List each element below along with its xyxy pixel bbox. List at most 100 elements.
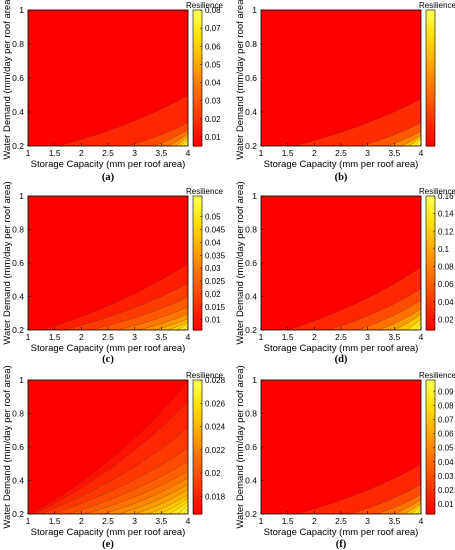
y-tick-label: 1 <box>252 5 257 15</box>
colorbar-tick-label: 0.14 <box>438 210 454 219</box>
colorbar-swatch <box>426 316 435 321</box>
colorbar-swatch <box>193 10 202 14</box>
colorbar-swatch <box>193 61 202 65</box>
colorbar-swatch <box>193 246 202 251</box>
y-tick-label: 0.4 <box>245 292 257 302</box>
colorbar-swatch <box>426 249 435 254</box>
colorbar-swatch <box>193 37 202 42</box>
colorbar-swatch <box>426 403 435 408</box>
colorbar-tick-label: 0.026 <box>205 399 226 408</box>
colorbar-swatch <box>426 196 435 200</box>
colorbar-swatch <box>426 202 435 207</box>
colorbar-swatch <box>426 16 435 21</box>
colorbar-tick-label: 0.1 <box>438 245 450 254</box>
x-tick-label: 1.5 <box>49 516 61 526</box>
colorbar-swatch <box>193 276 202 281</box>
colorbar-swatch <box>426 266 435 271</box>
colorbar-swatch <box>426 236 435 241</box>
colorbar-swatch <box>426 309 435 314</box>
colorbar-swatch <box>426 30 435 35</box>
colorbar-swatch <box>193 16 202 21</box>
colorbar-swatch <box>193 390 202 394</box>
colorbar-swatch <box>193 50 202 55</box>
contour-bands <box>28 196 188 330</box>
colorbar-swatch <box>426 67 435 72</box>
y-tick-label: 1 <box>19 191 24 201</box>
colorbar-swatch <box>193 480 202 485</box>
colorbar-swatch <box>193 249 202 254</box>
x-tick-label: 3 <box>365 516 370 526</box>
colorbar: 0.01 0.015 0.02 0.025 0.03 0.035 0.04 0.045 0.05… <box>186 187 226 331</box>
colorbar-swatch <box>426 507 435 512</box>
colorbar-swatch <box>426 470 435 475</box>
y-tick-label: 0.2 <box>12 325 24 335</box>
colorbar-swatch <box>193 463 202 468</box>
colorbar-swatch <box>193 296 202 301</box>
colorbar-swatch <box>193 386 202 391</box>
colorbar-swatch <box>193 299 202 304</box>
colorbar-swatch <box>193 497 202 502</box>
colorbar-swatch <box>426 380 435 384</box>
colorbar-swatch <box>426 483 435 488</box>
colorbar-tick-label: 0.02 <box>438 315 454 324</box>
colorbar-swatch <box>426 319 435 324</box>
colorbar-swatch <box>193 507 202 512</box>
x-tick-label: 3.5 <box>388 516 400 526</box>
colorbar-swatch <box>193 487 202 492</box>
y-tick-label: 1 <box>19 5 24 15</box>
colorbar-swatch <box>193 403 202 408</box>
colorbar-swatch <box>193 293 202 298</box>
colorbar-swatch <box>426 209 435 214</box>
colorbar-title: Resilience <box>419 187 455 196</box>
contour-bands <box>28 380 188 514</box>
colorbar-swatch <box>193 27 202 31</box>
x-tick-label: 2.5 <box>335 148 347 158</box>
colorbar-swatch <box>193 118 202 123</box>
colorbar-swatch <box>426 296 435 301</box>
colorbar-swatch <box>193 13 202 18</box>
colorbar-swatch <box>193 229 202 234</box>
colorbar-swatch <box>193 269 202 274</box>
x-tick-label: 2.5 <box>102 148 114 158</box>
contour-band <box>57 95 188 146</box>
y-tick-label: 1 <box>19 375 24 385</box>
colorbar-swatch <box>426 447 435 451</box>
colorbar-swatch <box>193 306 202 311</box>
colorbar-swatch <box>426 276 435 281</box>
colorbar-frame <box>425 9 436 147</box>
colorbar-tick-label: 0.01 <box>205 133 221 142</box>
colorbar-tick-label: 0.02 <box>205 115 221 124</box>
x-axis-label: Storage Capacity (mm per roof area) <box>264 527 419 538</box>
colorbar-tick-label: 0.045 <box>205 226 226 235</box>
colorbar-swatch <box>426 44 435 48</box>
colorbar-swatch <box>193 236 202 241</box>
contour-band <box>293 98 421 146</box>
colorbar-swatch <box>426 390 435 394</box>
colorbar-swatch <box>193 142 202 147</box>
colorbar-tick-label: 0.024 <box>205 423 226 432</box>
colorbar-swatch <box>193 23 202 28</box>
colorbar-swatch <box>426 20 435 25</box>
colorbar-swatch <box>426 139 435 144</box>
y-tick-label: 0.4 <box>12 292 24 302</box>
colorbar-swatch <box>426 199 435 204</box>
colorbar-swatch <box>193 460 202 465</box>
colorbar-swatch <box>426 443 435 448</box>
y-tick-label: 0.4 <box>12 107 24 117</box>
colorbar-tick-label: 0.02 <box>205 290 221 299</box>
colorbar-swatch <box>426 436 435 441</box>
colorbar-swatch <box>193 426 202 431</box>
x-tick-label: 1 <box>26 332 31 342</box>
colorbar-swatch <box>426 216 435 221</box>
colorbar-tick-label: 0.03 <box>438 472 454 481</box>
colorbar-swatch <box>426 467 435 472</box>
colorbar-swatch <box>426 299 435 304</box>
colorbar-swatch <box>193 108 202 113</box>
colorbar-swatch <box>426 450 435 455</box>
colorbar-swatch <box>426 142 435 147</box>
colorbar-swatch <box>426 95 435 99</box>
colorbar-swatch <box>193 64 202 69</box>
